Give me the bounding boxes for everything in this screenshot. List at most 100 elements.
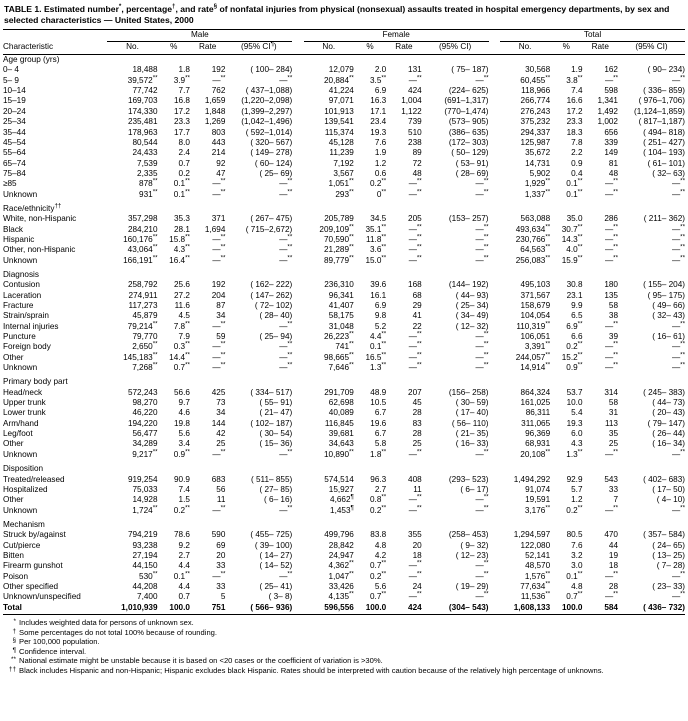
cell-female-ci: ( 21– 35): [455, 429, 489, 439]
cell-female-ci: —**: [475, 330, 489, 342]
group-header-row: Male Female Total: [3, 30, 685, 42]
column-header-male-rate: Rate: [199, 41, 217, 51]
cell-male-rate: —**: [212, 361, 226, 373]
row-label: 35–44: [3, 127, 26, 137]
top-rule: [3, 29, 685, 31]
cell-male-rate: 683: [211, 474, 226, 484]
cell-male-no: 56,477: [132, 429, 158, 439]
cell-male-ci: ( 149– 278): [250, 148, 293, 158]
cell-female-pct: 23.4: [370, 117, 387, 127]
footnote-text: Confidence interval.: [19, 646, 87, 656]
cell-female-pct: 39.6: [370, 280, 387, 290]
cell-total-ci: ( 23– 33): [652, 581, 685, 591]
cell-total-pct: 30.8: [566, 280, 583, 290]
table-row: Unknown 166,191** 16.4** —** —** 89,779** 15.0…: [3, 253, 685, 266]
cell-male-ci: (1,399–2,297): [241, 106, 293, 116]
cell-total-pct: 0.4: [571, 168, 583, 178]
row-label: Other: [3, 439, 24, 449]
cell-male-rate: 590: [211, 530, 226, 540]
table-row: Unknown 1,724** 0.2** —** —** 1,453¶ 0.2** —** —…: [3, 503, 685, 516]
cell-total-pct: 9.9: [571, 301, 583, 310]
cell-total-pct: 1.3**: [566, 448, 583, 459]
row-label: Foreign body: [3, 342, 51, 352]
cell-male-pct: 0.1**: [173, 177, 190, 189]
cell-female-ci: ( 30– 59): [455, 398, 489, 408]
cell-total-pct: 4.3: [571, 439, 583, 449]
cell-male-rate: —**: [212, 350, 226, 362]
column-header-total-ci: (95% CI): [635, 41, 668, 51]
cell-male-rate: 33: [216, 561, 226, 571]
cell-male-pct: 15.8**: [169, 233, 190, 244]
cell-female-rate: —**: [408, 233, 422, 244]
cell-male-no: 79,770: [132, 332, 158, 342]
cell-female-pct: 5.2: [374, 321, 387, 331]
table-row: Poison 530** 0.1** —** —** 1,047** 0.2** —** —**…: [3, 569, 685, 582]
cell-female-no: 236,310: [324, 280, 354, 290]
cell-female-rate: —**: [408, 590, 422, 602]
cell-male-no: 34,289: [132, 439, 158, 449]
cell-male-pct: 35.3: [173, 214, 190, 224]
cell-female-pct: 6.7: [374, 408, 387, 418]
cell-male-rate: 751: [211, 602, 226, 612]
cell-male-no: 2,650**: [132, 340, 158, 352]
cell-male-pct: 7.9: [178, 332, 190, 342]
cell-total-pct: 3.8**: [566, 74, 583, 85]
cell-female-ci: (293– 523): [448, 474, 489, 484]
cell-male-ci: ( 25– 69): [259, 168, 293, 178]
cell-total-rate: 48: [608, 168, 618, 178]
cell-total-rate: 58: [608, 398, 618, 408]
cell-total-pct: 7.8: [571, 137, 583, 147]
cell-total-ci: ( 17– 50): [652, 484, 685, 494]
row-label: White, non-Hispanic: [3, 214, 77, 224]
cell-female-pct: 17.1: [370, 106, 387, 116]
cell-total-no: 294,337: [520, 127, 551, 137]
cell-total-rate: —**: [604, 503, 618, 515]
cell-male-ci: ( 437–1,088): [245, 86, 293, 96]
cell-total-ci: —**: [671, 361, 685, 373]
footnote-marker: §: [12, 637, 16, 645]
cell-female-rate: 28: [412, 429, 422, 439]
column-header-female-no: No.: [322, 41, 336, 51]
cell-male-pct: 2.4: [178, 148, 190, 158]
cell-male-rate: 425: [211, 387, 226, 397]
cell-total-rate: 25: [608, 439, 618, 449]
footnote-text: Includes weighted data for persons of un…: [19, 617, 194, 627]
cell-total-ci: ( 16– 61): [652, 332, 685, 342]
table-row: 5– 9 39,572** 3.9** —** —** 20,884** 3.5** —** —…: [3, 74, 685, 86]
cell-male-ci: ( 72– 102): [254, 301, 293, 310]
cell-female-rate: —**: [408, 243, 422, 255]
cell-male-pct: 100.0: [169, 602, 190, 612]
cell-total-no: 30,568: [525, 65, 551, 75]
cell-male-ci: ( 267– 475): [250, 214, 293, 224]
cell-female-no: 7,192: [333, 158, 354, 168]
cell-total-ci: ( 402– 683): [643, 474, 685, 484]
cell-total-rate: 162: [604, 65, 618, 75]
cell-female-rate: —**: [408, 448, 422, 459]
cell-female-rate: 739: [408, 117, 422, 127]
column-header-female-pct: %: [366, 41, 374, 51]
cell-male-rate: —**: [212, 503, 226, 515]
cell-total-pct: 0.2**: [566, 340, 583, 352]
cell-female-rate: —**: [408, 330, 422, 342]
cell-female-no: 98,665**: [323, 350, 354, 362]
row-label: 75–84: [3, 168, 26, 178]
row-label: Strain/sprain: [3, 311, 49, 321]
cell-total-ci: —**: [671, 319, 685, 331]
cell-female-rate: 424: [408, 602, 422, 612]
cell-male-rate: 73: [216, 398, 226, 408]
cell-male-rate: —**: [212, 233, 226, 244]
cell-total-pct: 3.0: [571, 561, 583, 571]
column-header-characteristic: Characteristic: [3, 41, 54, 51]
cell-female-pct: 0.7**: [369, 590, 387, 602]
cell-female-pct: 0.6: [374, 168, 387, 178]
cell-male-rate: —**: [212, 243, 226, 255]
cell-male-ci: —**: [279, 569, 293, 581]
table-row: Contusion 258,792 25.6 192 ( 162– 222) 236,31…: [3, 280, 685, 290]
cell-male-no: 2,335: [137, 168, 158, 178]
cell-total-pct: 17.2: [566, 106, 583, 116]
cell-total-ci: —**: [671, 233, 685, 244]
cell-male-rate: 25: [216, 439, 226, 449]
cell-total-ci: ( 976–1,706): [638, 96, 685, 106]
cell-male-pct: 16.4**: [169, 253, 190, 265]
cell-total-no: 106,051: [520, 332, 551, 342]
